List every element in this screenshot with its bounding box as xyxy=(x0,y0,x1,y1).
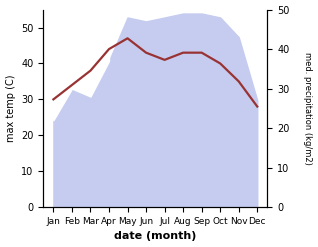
X-axis label: date (month): date (month) xyxy=(114,231,197,242)
Y-axis label: med. precipitation (kg/m2): med. precipitation (kg/m2) xyxy=(303,52,313,165)
Y-axis label: max temp (C): max temp (C) xyxy=(5,75,16,142)
